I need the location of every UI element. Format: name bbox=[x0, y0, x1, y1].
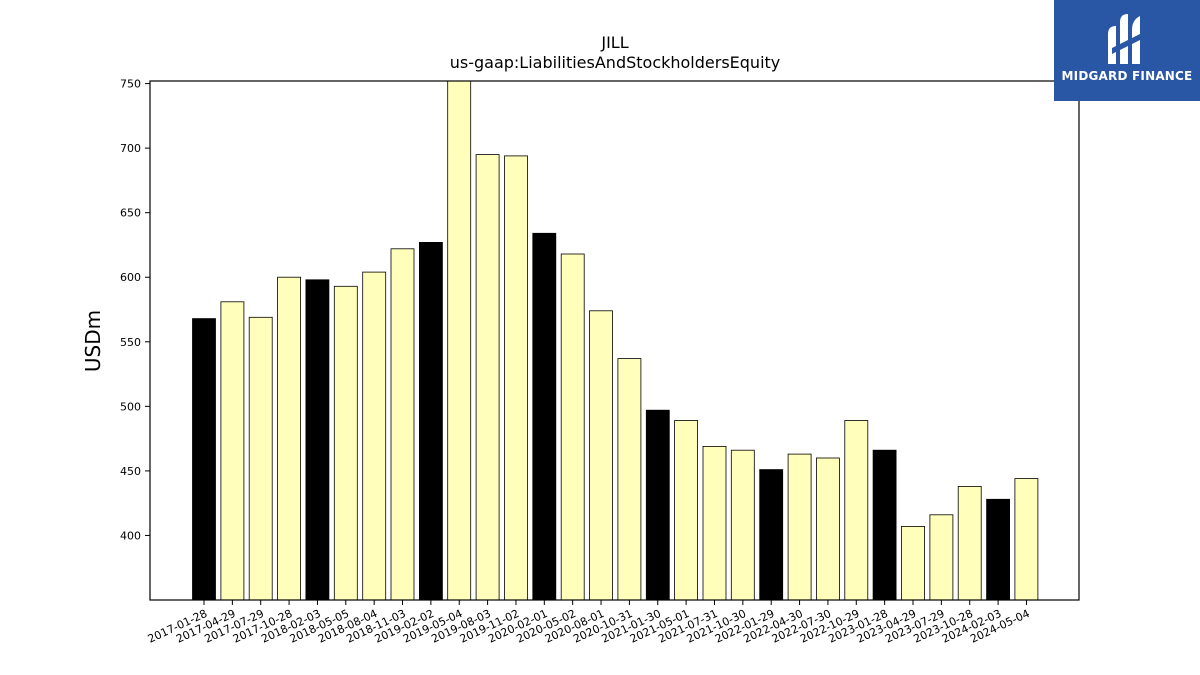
chart-title: JILL bbox=[600, 33, 628, 52]
bar-2018-11-03 bbox=[390, 248, 415, 601]
x-axis: 2017-01-282017-04-292017-07-292017-10-28… bbox=[146, 600, 1032, 646]
bars-group bbox=[192, 80, 1039, 601]
bar-2020-10-31 bbox=[617, 358, 642, 601]
bar-2022-10-29 bbox=[844, 420, 869, 601]
plot-frame bbox=[149, 80, 1080, 601]
bar-2020-02-01 bbox=[532, 232, 557, 601]
bar-2022-07-30 bbox=[816, 457, 840, 601]
y-axis: 400 450 500 550 600 650 700 750 bbox=[120, 78, 150, 542]
bar-2021-01-30 bbox=[645, 409, 670, 601]
bar-2021-10-30 bbox=[730, 449, 755, 601]
y-tick-label: 750 bbox=[120, 78, 141, 91]
brand-logo: MIDGARD FINANCE bbox=[1054, 0, 1200, 101]
y-tick-label: 400 bbox=[120, 529, 141, 542]
bar-2018-08-04 bbox=[362, 271, 387, 601]
bar-2023-07-29 bbox=[929, 514, 954, 601]
bar-2019-11-02 bbox=[504, 155, 528, 601]
bar-2020-08-01 bbox=[589, 310, 613, 601]
bar-2017-04-29 bbox=[220, 301, 245, 601]
bar-2019-02-02 bbox=[418, 241, 443, 601]
bar-2022-04-30 bbox=[787, 453, 812, 601]
bar-2020-05-02 bbox=[560, 253, 585, 601]
bar-2017-07-29 bbox=[248, 316, 273, 601]
bar-2018-02-03 bbox=[305, 279, 330, 601]
y-tick-label: 700 bbox=[120, 142, 141, 155]
bar-2024-02-03 bbox=[986, 498, 1010, 601]
y-tick-label: 550 bbox=[120, 336, 141, 349]
logo-text: MIDGARD FINANCE bbox=[1061, 69, 1193, 83]
y-tick-label: 450 bbox=[120, 465, 141, 478]
bar-2023-04-29 bbox=[901, 526, 925, 601]
bar-2021-07-31 bbox=[702, 445, 727, 601]
y-tick-label: 500 bbox=[120, 400, 141, 413]
bar-2022-01-29 bbox=[759, 469, 784, 601]
bar-2023-01-28 bbox=[872, 449, 897, 601]
chart-subtitle: us-gaap:LiabilitiesAndStockholdersEquity bbox=[450, 53, 781, 72]
bar-2023-10-28 bbox=[957, 485, 982, 601]
bar-2017-01-28 bbox=[192, 318, 216, 601]
bar-2017-10-28 bbox=[277, 276, 302, 601]
bar-2019-08-03 bbox=[475, 154, 500, 601]
bar-2021-05-01 bbox=[674, 420, 698, 601]
bar-2019-05-04 bbox=[447, 80, 472, 601]
logo-mark-icon bbox=[1108, 14, 1144, 64]
y-axis-label: USDm bbox=[81, 310, 105, 372]
bar-2018-05-05 bbox=[333, 285, 358, 601]
bar-2024-05-04 bbox=[1014, 478, 1039, 601]
y-tick-label: 600 bbox=[120, 271, 141, 284]
y-tick-label: 650 bbox=[120, 207, 141, 220]
